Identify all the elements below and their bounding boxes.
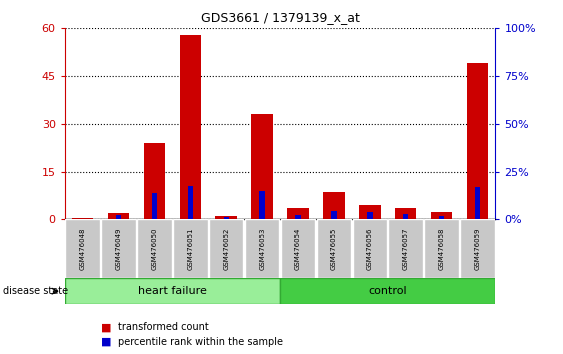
Text: GSM476059: GSM476059 xyxy=(475,227,480,270)
Bar xyxy=(431,211,452,219)
Bar xyxy=(187,186,193,219)
FancyBboxPatch shape xyxy=(173,219,208,278)
Text: GSM476050: GSM476050 xyxy=(151,227,158,270)
Bar xyxy=(180,35,201,219)
Text: GSM476053: GSM476053 xyxy=(259,227,265,270)
Bar xyxy=(260,191,265,219)
FancyBboxPatch shape xyxy=(352,219,387,278)
Text: ■: ■ xyxy=(101,322,112,332)
Text: percentile rank within the sample: percentile rank within the sample xyxy=(118,337,283,347)
FancyBboxPatch shape xyxy=(280,278,495,304)
Bar xyxy=(367,212,373,219)
Bar xyxy=(287,208,309,219)
Bar xyxy=(359,205,381,219)
FancyBboxPatch shape xyxy=(101,219,136,278)
Bar xyxy=(439,216,444,219)
Text: GSM476054: GSM476054 xyxy=(295,228,301,270)
Text: ■: ■ xyxy=(101,337,112,347)
Text: GSM476055: GSM476055 xyxy=(331,228,337,270)
Text: GSM476051: GSM476051 xyxy=(187,227,193,270)
FancyBboxPatch shape xyxy=(65,219,100,278)
Bar xyxy=(475,187,480,219)
Bar xyxy=(331,211,337,219)
FancyBboxPatch shape xyxy=(388,219,423,278)
Text: control: control xyxy=(368,286,407,296)
Bar xyxy=(216,216,237,219)
Bar xyxy=(116,215,121,219)
Title: GDS3661 / 1379139_x_at: GDS3661 / 1379139_x_at xyxy=(200,11,360,24)
FancyBboxPatch shape xyxy=(281,219,315,278)
Text: heart failure: heart failure xyxy=(138,286,207,296)
Text: disease state: disease state xyxy=(3,286,68,296)
Bar xyxy=(224,217,229,219)
FancyBboxPatch shape xyxy=(461,219,495,278)
Text: GSM476049: GSM476049 xyxy=(115,227,122,270)
Bar xyxy=(395,208,417,219)
Text: GSM476058: GSM476058 xyxy=(439,227,445,270)
Bar xyxy=(72,218,93,219)
Text: GSM476057: GSM476057 xyxy=(403,227,409,270)
Bar xyxy=(108,213,129,219)
FancyBboxPatch shape xyxy=(317,219,351,278)
Text: GSM476052: GSM476052 xyxy=(224,228,229,270)
Bar xyxy=(251,114,273,219)
FancyBboxPatch shape xyxy=(425,219,459,278)
FancyBboxPatch shape xyxy=(245,219,279,278)
Bar xyxy=(144,143,166,219)
FancyBboxPatch shape xyxy=(65,278,280,304)
Bar xyxy=(152,193,157,219)
FancyBboxPatch shape xyxy=(137,219,172,278)
Bar xyxy=(80,218,86,219)
Text: GSM476048: GSM476048 xyxy=(80,227,86,270)
FancyBboxPatch shape xyxy=(209,219,243,278)
Bar xyxy=(467,63,488,219)
Bar xyxy=(323,193,345,219)
Bar xyxy=(296,215,301,219)
Text: GSM476056: GSM476056 xyxy=(367,227,373,270)
Bar xyxy=(403,214,408,219)
Text: transformed count: transformed count xyxy=(118,322,209,332)
